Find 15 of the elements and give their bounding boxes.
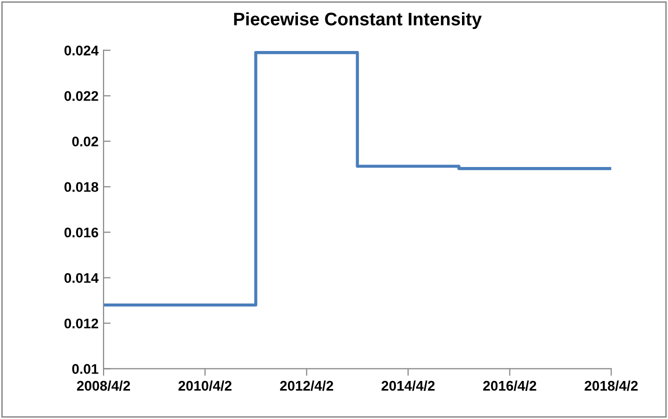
x-tick-label: 2016/4/2: [483, 380, 536, 391]
y-tick-label: 0.018: [64, 182, 98, 192]
x-tick-label: 2014/4/2: [382, 380, 435, 391]
x-tick-label: 2008/4/2: [76, 380, 130, 391]
x-tick-label: 2012/4/2: [280, 380, 334, 391]
x-tick-label: 2018/4/2: [584, 380, 638, 391]
y-tick-label: 0.014: [64, 273, 99, 283]
y-tick-label: 0.01: [72, 364, 98, 374]
y-tick-label: 0.016: [64, 228, 98, 238]
y-tick-label: 0.02: [72, 136, 98, 146]
y-tick-label: 0.024: [64, 46, 99, 56]
chart-title: Piecewise Constant Intensity: [234, 12, 482, 30]
x-tick-label: 2010/4/2: [178, 380, 232, 391]
y-tick-label: 0.022: [64, 91, 98, 101]
y-tick-label: 0.012: [64, 318, 98, 328]
